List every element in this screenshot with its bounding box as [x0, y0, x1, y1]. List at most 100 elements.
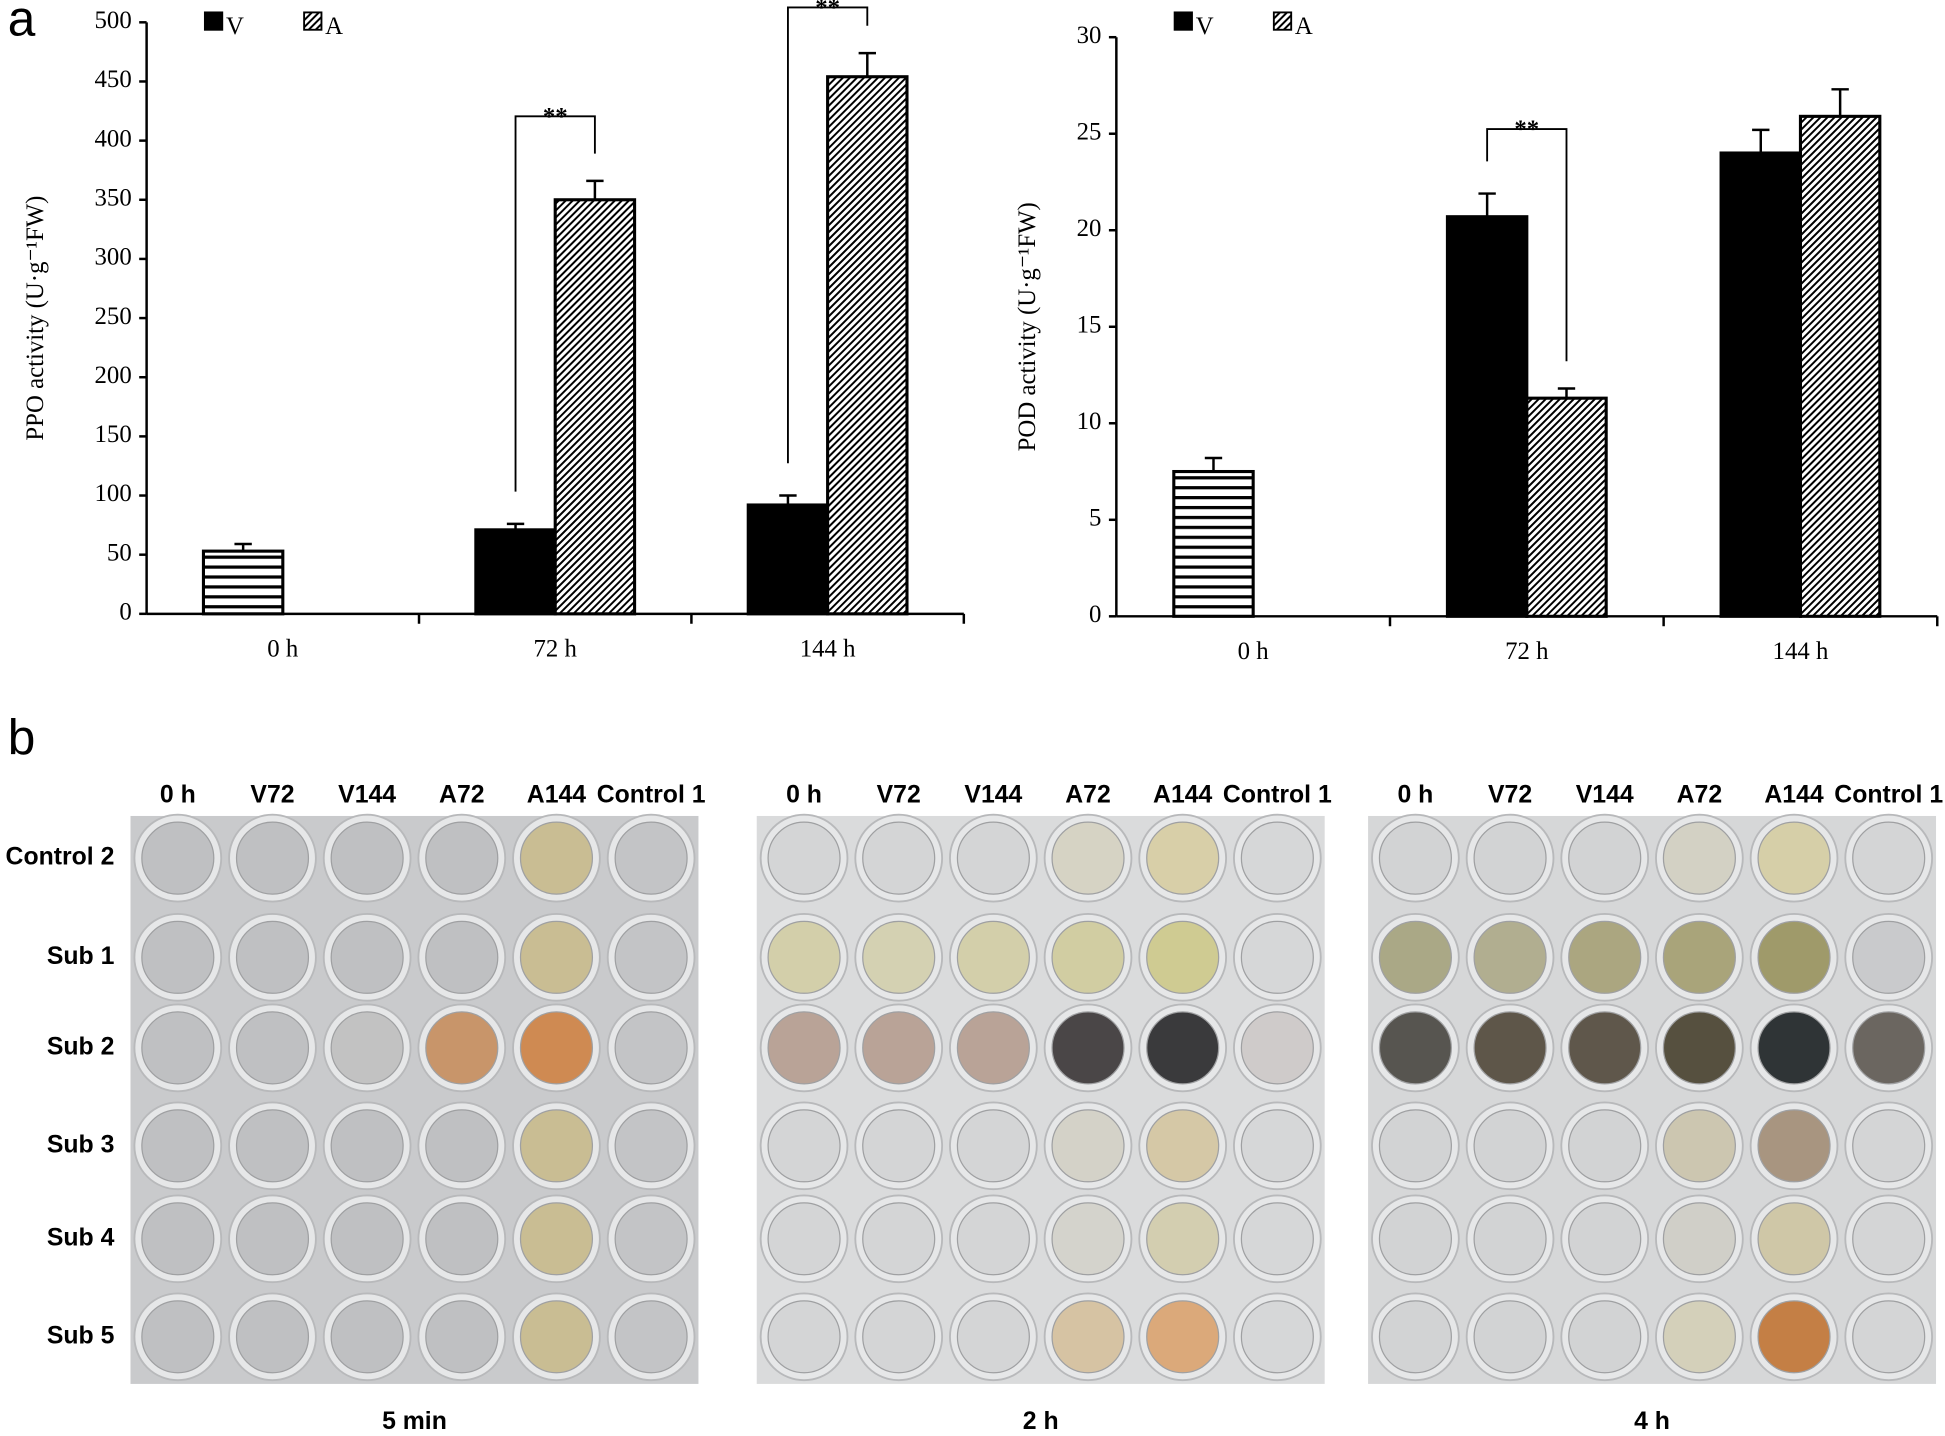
- well: [519, 1109, 594, 1183]
- bar: [746, 503, 830, 616]
- well: [1852, 1300, 1926, 1374]
- column-label: Control 1: [597, 782, 706, 809]
- legend-swatch: [303, 11, 323, 31]
- well: [614, 1109, 688, 1183]
- well: [614, 920, 688, 994]
- well: [956, 1300, 1030, 1374]
- well: [1051, 920, 1125, 994]
- well: [1473, 920, 1547, 994]
- well: [862, 1202, 936, 1276]
- well: [862, 821, 936, 895]
- well: [1146, 920, 1220, 994]
- error-bar: [1752, 128, 1770, 154]
- well: [235, 1202, 310, 1276]
- x-tick-label: 144 h: [1773, 638, 1829, 665]
- well: [1473, 1011, 1547, 1085]
- well: [1473, 1109, 1547, 1183]
- significance-bracket: [787, 6, 869, 464]
- y-tick-label: 10: [1077, 408, 1102, 435]
- significance-label: **: [1514, 116, 1539, 143]
- error-bar: [1204, 456, 1223, 472]
- well: [1757, 1202, 1831, 1276]
- column-label: V144: [338, 782, 396, 809]
- legend-label: A: [1295, 13, 1313, 40]
- well: [1473, 1300, 1547, 1374]
- significance-label: **: [543, 104, 568, 131]
- y-tick-label: 0: [119, 599, 131, 626]
- y-tick-label: 500: [95, 7, 132, 34]
- well: [1378, 1109, 1452, 1183]
- well: [767, 920, 841, 994]
- y-tick-label: 0: [1089, 601, 1101, 628]
- column-label: 0 h: [786, 782, 822, 809]
- well: [1568, 1202, 1642, 1276]
- well: [956, 1109, 1030, 1183]
- bar: [826, 75, 909, 616]
- well: [1757, 1300, 1831, 1374]
- well: [425, 920, 499, 994]
- well: [330, 1011, 404, 1085]
- well: [330, 1300, 404, 1374]
- well: [1568, 1011, 1642, 1085]
- well: [1240, 1202, 1314, 1276]
- y-tick-label: 50: [107, 539, 132, 566]
- bar: [1525, 396, 1608, 618]
- column-label: A72: [1677, 782, 1723, 809]
- column-label: Control 1: [1834, 782, 1943, 809]
- row-label: Sub 1: [47, 943, 115, 970]
- well: [1852, 1202, 1926, 1276]
- well: [330, 1109, 404, 1183]
- row-label: Sub 5: [47, 1322, 115, 1349]
- bar: [553, 198, 637, 616]
- well: [330, 1202, 404, 1276]
- column-label: V72: [877, 782, 921, 809]
- column-label: Control 1: [1223, 782, 1332, 809]
- y-tick-label: 300: [95, 244, 132, 271]
- bar: [474, 528, 557, 616]
- well: [956, 821, 1030, 895]
- row-label: Control 2: [6, 844, 115, 871]
- well: [141, 1300, 215, 1374]
- significance-label: **: [815, 0, 840, 22]
- bar: [1798, 114, 1882, 618]
- well: [1378, 1011, 1452, 1085]
- well: [1051, 821, 1125, 895]
- y-tick-label: 20: [1077, 215, 1102, 242]
- well: [1473, 1202, 1547, 1276]
- legend-label: A: [325, 13, 343, 40]
- well: [1473, 821, 1547, 895]
- well: [767, 1202, 841, 1276]
- well: [425, 1011, 499, 1085]
- well: [1757, 920, 1831, 994]
- y-tick-label: 30: [1077, 22, 1102, 49]
- bar: [1719, 151, 1803, 618]
- well: [1662, 1011, 1736, 1085]
- well: [614, 821, 688, 895]
- well: [1146, 821, 1220, 895]
- legend-swatch: [1173, 11, 1193, 31]
- well: [1378, 1202, 1452, 1276]
- column-label: V144: [964, 782, 1022, 809]
- well: [767, 1109, 841, 1183]
- well: [1051, 1202, 1125, 1276]
- plate-photo: [130, 815, 699, 1384]
- well: [862, 920, 936, 994]
- column-label: A144: [1764, 782, 1823, 809]
- well: [235, 1011, 310, 1085]
- well: [519, 920, 594, 994]
- y-tick-label: 200: [95, 362, 132, 389]
- well: [141, 821, 215, 895]
- x-tick-label: 72 h: [1505, 638, 1549, 665]
- well: [956, 1011, 1030, 1085]
- well: [956, 920, 1030, 994]
- well: [141, 1202, 215, 1276]
- y-axis-label: POD activity (U·g⁻¹FW): [1014, 202, 1041, 451]
- well: [767, 821, 841, 895]
- legend-swatch: [203, 11, 224, 31]
- well: [1146, 1300, 1220, 1374]
- well: [1757, 1011, 1831, 1085]
- well: [1852, 1011, 1926, 1085]
- well: [1568, 1109, 1642, 1183]
- well: [1378, 920, 1452, 994]
